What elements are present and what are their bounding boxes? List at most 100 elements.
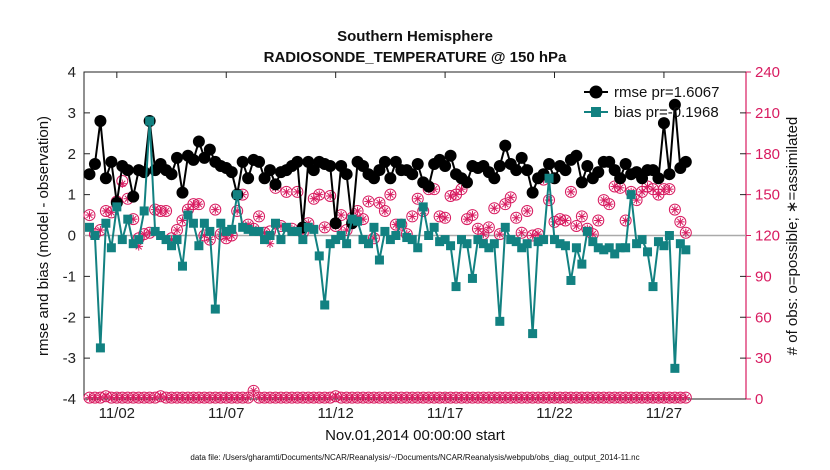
bias-data-point (331, 235, 341, 245)
rmse-data-point (581, 160, 594, 173)
obs-possible-marker (521, 204, 534, 217)
rmse-data-point (83, 168, 96, 181)
obs-assimilated-marker (522, 206, 532, 216)
bias-data-point (489, 239, 499, 249)
rmse-data-point (236, 155, 249, 168)
obs-star-stroke (86, 211, 93, 219)
bias-data-point (457, 235, 467, 245)
y-tick-label: 1 (68, 187, 76, 204)
obs-possible-circle (231, 204, 244, 217)
bias-data-point (593, 243, 603, 253)
obs-possible-circle (619, 214, 632, 227)
bias-data-point (560, 241, 570, 251)
obs-assimilated-marker (605, 199, 614, 209)
obs-star-stroke (381, 207, 389, 215)
obs-assimilated-marker (211, 205, 220, 214)
obs-assimilated-marker (615, 183, 625, 193)
legend-rmse-label: rmse pr=1.6067 (614, 84, 719, 101)
obs-possible-circle (373, 196, 386, 209)
obs-possible-circle (679, 391, 692, 404)
bias-data-point (194, 241, 204, 251)
obs-possible-marker (291, 185, 304, 198)
bias-data-point (511, 237, 521, 247)
bias-data-point (555, 239, 565, 249)
bias-data-point (183, 210, 193, 220)
obs-star-stroke (376, 199, 383, 207)
bias-data-point (670, 363, 680, 373)
bias-data-point (517, 243, 527, 253)
chart-subtitle: RADIOSONDE_TEMPERATURE @ 150 hPa (264, 49, 567, 66)
bias-data-point (303, 222, 313, 232)
bias-data-point (604, 243, 614, 253)
bias-data-point (221, 226, 231, 236)
bias-data-point (478, 239, 488, 249)
obs-star-stroke (441, 214, 449, 222)
obs-possible-marker (592, 214, 605, 227)
obs-assimilated-marker (380, 206, 390, 216)
bias-data-point (626, 190, 636, 200)
obs-assimilated-marker (495, 229, 505, 239)
rmse-data-point (324, 160, 337, 173)
bias-data-point (528, 329, 538, 339)
rmse-data-point (291, 155, 304, 168)
obs-star-stroke (452, 191, 460, 198)
bias-data-point (167, 241, 177, 251)
chart-title: Southern Hemisphere (337, 28, 493, 45)
bias-data-point (484, 243, 494, 253)
bias-data-point (188, 218, 198, 228)
obs-assimilated-marker (572, 221, 581, 231)
x-tick-label: 11/12 (317, 405, 353, 422)
rmse-data-point (543, 157, 556, 170)
obs-assimilated-marker (440, 213, 450, 222)
y-tick-label: 2 (68, 146, 76, 163)
obs-possible-circle (482, 221, 495, 234)
rmse-data-point (264, 164, 277, 177)
obs-assimilated-marker (501, 199, 510, 209)
obs-star-stroke (518, 229, 526, 237)
rmse-data-point (592, 166, 605, 179)
obs-star-stroke (414, 195, 422, 203)
obs-assimilated-marker (446, 191, 455, 201)
rmse-data-point (225, 166, 238, 179)
obs-star-stroke (211, 206, 219, 213)
obs-possible-marker (674, 215, 687, 228)
obs-star-stroke (250, 387, 257, 395)
bias-data-point (632, 239, 642, 249)
bias-data-point (495, 316, 505, 326)
obs-star-stroke (255, 213, 263, 220)
obs-star-stroke (436, 213, 443, 220)
rmse-data-point (493, 160, 506, 173)
bias-data-point (522, 239, 532, 249)
obs-star-stroke (682, 229, 690, 237)
rmse-data-point (614, 172, 627, 185)
x-tick-label: 11/07 (208, 405, 244, 422)
obs-star-stroke (496, 230, 504, 238)
obs-assimilated-marker (386, 190, 395, 199)
bias-data-point (117, 235, 127, 245)
obs-star-stroke (682, 394, 690, 401)
bias-data-point (161, 235, 171, 245)
obs-assimilated-marker (681, 228, 691, 237)
bias-data-point (150, 226, 160, 236)
y2-tick-label: 0 (755, 391, 763, 408)
bias-data-point (374, 255, 384, 265)
obs-star-stroke (447, 192, 454, 200)
obs-possible-circle (291, 185, 304, 198)
rmse-data-point (253, 155, 266, 168)
rmse-data-point (411, 157, 424, 170)
rmse-data-point (521, 164, 534, 177)
obs-star-stroke (605, 200, 613, 208)
bias-data-point (435, 237, 445, 247)
obs-possible-circle (668, 203, 681, 216)
obs-star-stroke (666, 185, 673, 193)
y2-tick-label: 240 (755, 64, 780, 81)
obs-assimilated-marker (172, 225, 182, 235)
rmse-data-point (499, 139, 512, 152)
obs-possible-marker (575, 210, 588, 223)
obs-possible-circle (406, 210, 419, 223)
obs-star-stroke (469, 211, 476, 219)
y2-axis-label: # of obs: o=possible; ∗=assimilated (784, 117, 801, 356)
rmse-data-point (340, 168, 353, 181)
bias-data-point (550, 235, 560, 245)
obs-possible-marker (679, 226, 692, 239)
